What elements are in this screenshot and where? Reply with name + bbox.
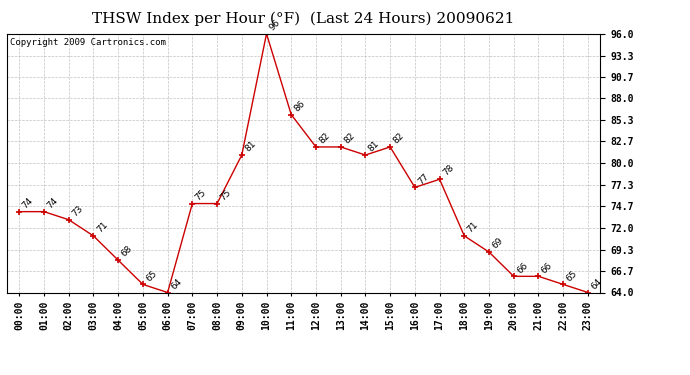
- Text: 66: 66: [540, 261, 554, 275]
- Text: 74: 74: [46, 196, 60, 210]
- Text: THSW Index per Hour (°F)  (Last 24 Hours) 20090621: THSW Index per Hour (°F) (Last 24 Hours)…: [92, 11, 515, 26]
- Text: 71: 71: [466, 220, 480, 234]
- Text: 68: 68: [119, 244, 134, 259]
- Text: 66: 66: [515, 261, 530, 275]
- Text: 64: 64: [169, 277, 184, 291]
- Text: 65: 65: [144, 268, 159, 283]
- Text: 71: 71: [95, 220, 109, 234]
- Text: 74: 74: [21, 196, 35, 210]
- Text: 96: 96: [268, 18, 282, 32]
- Text: 75: 75: [219, 188, 233, 202]
- Text: 82: 82: [317, 131, 332, 146]
- Text: 82: 82: [342, 131, 357, 146]
- Text: 81: 81: [367, 139, 382, 154]
- Text: 64: 64: [589, 277, 604, 291]
- Text: 78: 78: [441, 164, 455, 178]
- Text: Copyright 2009 Cartronics.com: Copyright 2009 Cartronics.com: [10, 38, 166, 46]
- Text: 75: 75: [194, 188, 208, 202]
- Text: 77: 77: [416, 171, 431, 186]
- Text: 86: 86: [293, 99, 307, 113]
- Text: 82: 82: [391, 131, 406, 146]
- Text: 69: 69: [491, 236, 505, 250]
- Text: 73: 73: [70, 204, 85, 218]
- Text: 81: 81: [243, 139, 257, 154]
- Text: 65: 65: [564, 268, 579, 283]
